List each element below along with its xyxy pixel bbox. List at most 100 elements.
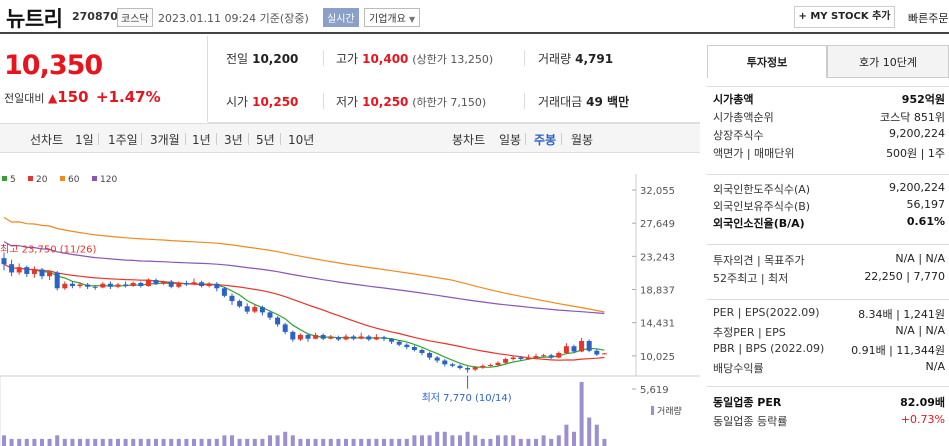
candle-body xyxy=(548,355,554,358)
candle-body xyxy=(313,334,319,339)
candle-body xyxy=(297,334,303,340)
info-value: N/A xyxy=(925,360,945,373)
volume-bar xyxy=(169,438,174,446)
legend-label: 5 xyxy=(10,175,16,185)
volume-bar xyxy=(32,438,37,446)
quick-order-link[interactable]: 빠른주문 xyxy=(908,12,949,25)
candle-body xyxy=(31,269,37,274)
info-label: 동일업종 PER xyxy=(713,396,782,409)
volume-bar xyxy=(78,438,82,446)
volume-bar xyxy=(534,438,538,446)
info-row: 동일업종 등락률 +0.73% xyxy=(713,413,949,429)
candle-monthly[interactable]: 월봉 xyxy=(571,133,594,147)
candle-body xyxy=(62,283,68,289)
candle-body xyxy=(138,283,144,287)
period-5y[interactable]: 5년 xyxy=(256,133,275,147)
info-row: 외국인소진율(B/A) 0.61% xyxy=(713,215,949,231)
info-value: 8.34배 | 1,241원 xyxy=(858,308,945,321)
candle-body xyxy=(290,331,296,340)
candle-body xyxy=(168,281,174,287)
candle-body xyxy=(54,272,60,289)
info-value: 0.61% xyxy=(906,215,945,228)
volume-bar xyxy=(100,438,105,446)
candle-body xyxy=(47,272,53,277)
volume-bar xyxy=(47,438,52,446)
stock-name: 뉴트리 xyxy=(6,7,63,31)
volume-bar xyxy=(389,438,394,446)
candle-body xyxy=(457,365,463,369)
legend-label: 60 xyxy=(68,175,80,185)
volume-bar xyxy=(344,438,348,446)
volume-bar xyxy=(511,435,516,446)
legend-swatch xyxy=(2,176,7,181)
candle-body xyxy=(381,337,387,339)
volume-bar xyxy=(62,438,67,446)
tab-orderbook-10[interactable]: 호가 10단계 xyxy=(827,45,949,78)
volume-bar xyxy=(131,438,136,446)
period-3m[interactable]: 3개월 xyxy=(150,133,180,147)
legend-label: 120 xyxy=(100,175,117,185)
volume-bar xyxy=(458,435,462,446)
add-mystock-button[interactable]: + MY STOCK 추가 xyxy=(794,6,895,28)
candle-body xyxy=(153,279,159,284)
candle-body xyxy=(525,357,531,360)
info-row: 배당수익률 N/A xyxy=(713,360,949,376)
y-tick-label: 14,431 xyxy=(640,319,675,330)
info-label: PER | EPS(2022.09) xyxy=(713,306,820,319)
period-10y[interactable]: 10년 xyxy=(288,133,315,147)
candle-body xyxy=(343,336,349,340)
y-tick-label: 10,025 xyxy=(640,352,675,363)
info-value: 22,250 | 7,770 xyxy=(864,270,945,283)
market-badge: 코스닥 xyxy=(117,8,153,27)
current-price: 10,350 xyxy=(4,50,103,81)
volume-bar xyxy=(382,438,386,446)
candle-body xyxy=(396,341,402,345)
period-3y[interactable]: 3년 xyxy=(224,133,243,147)
line-chart-label: 선차트 xyxy=(30,133,64,147)
price-chart[interactable]: 32,055 27,649 23,243 18,837 14,431 10,025 5,61… xyxy=(0,154,700,446)
candle-body xyxy=(107,283,113,287)
volume-bar xyxy=(176,438,181,446)
info-value: 82.09배 xyxy=(900,396,945,409)
info-value: +0.73% xyxy=(900,413,945,426)
period-1y[interactable]: 1년 xyxy=(192,133,211,147)
info-value: 500원 | 1주 xyxy=(886,147,945,160)
candle-body xyxy=(389,338,395,342)
stock-header: 뉴트리 270870 코스닥 2023.01.11 09:24 기준(장중) 실… xyxy=(0,0,949,34)
candle-body xyxy=(601,353,607,355)
candle-daily[interactable]: 일봉 xyxy=(499,133,522,147)
candle-body xyxy=(275,317,281,325)
volume-bar xyxy=(245,438,250,446)
candle-body xyxy=(85,284,91,287)
candle-body xyxy=(115,284,121,287)
realtime-button[interactable]: 실시간 xyxy=(323,8,359,27)
tab-investment-info[interactable]: 투자정보 xyxy=(707,45,827,78)
info-label: PBR | BPS (2022.09) xyxy=(713,342,825,355)
volume-bar xyxy=(260,438,265,446)
candle-body xyxy=(373,337,379,340)
candle-body xyxy=(563,346,569,354)
candle-weekly[interactable]: 주봉 xyxy=(534,133,557,147)
volume-bar xyxy=(450,435,455,446)
period-1d[interactable]: 1일 xyxy=(75,133,94,147)
period-1w[interactable]: 1주일 xyxy=(108,133,138,147)
volume-bar xyxy=(374,438,379,446)
candle-body xyxy=(594,350,600,355)
candle-body xyxy=(161,281,167,284)
volume-bar xyxy=(184,438,189,446)
info-label: 외국인소진율(B/A) xyxy=(713,217,805,230)
up-triangle-icon: ▲ xyxy=(47,91,58,105)
info-value: 56,197 xyxy=(906,198,946,211)
info-value: 코스닥 851위 xyxy=(880,111,945,124)
volume-bar xyxy=(556,435,561,446)
volume-bar xyxy=(230,435,234,446)
candle-body xyxy=(556,353,562,358)
volume-bar xyxy=(108,438,113,446)
company-info-dropdown[interactable]: 기업개요 ▼ xyxy=(364,8,421,27)
candle-body xyxy=(503,359,509,363)
volume-bar xyxy=(488,438,493,446)
low-price: 저가 10,250 (하한가 7,150) xyxy=(336,95,487,109)
candle-body xyxy=(472,367,478,370)
volume-bar xyxy=(602,438,607,446)
y-tick-label: 32,055 xyxy=(640,186,675,197)
